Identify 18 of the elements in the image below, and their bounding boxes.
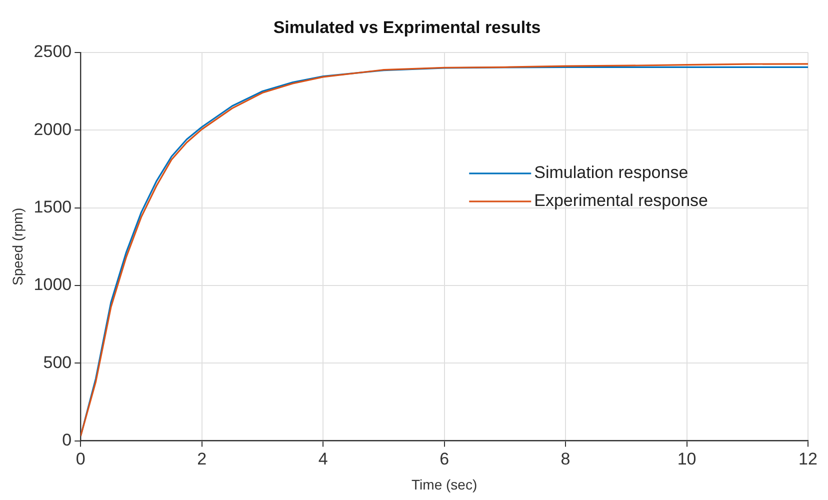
x-tick-label: 8 (560, 450, 570, 469)
chart-title: Simulated vs Exprimental results (273, 18, 541, 37)
y-tick-label: 2500 (34, 42, 72, 62)
x-tick-label: 2 (197, 450, 207, 469)
y-tick-label: 0 (62, 430, 72, 450)
legend-label: Simulation response (534, 163, 688, 182)
x-tick-label: 0 (76, 450, 86, 469)
y-axis-title: Speed (rpm) (9, 208, 26, 286)
x-axis-title: Time (sec) (412, 476, 478, 492)
x-tick-label: 6 (440, 450, 450, 469)
legend-label: Experimental response (534, 191, 708, 210)
x-tick-label: 12 (798, 450, 818, 469)
x-tick-label: 4 (318, 450, 328, 469)
y-tick-label: 1500 (34, 197, 72, 216)
x-tick-label: 10 (677, 450, 696, 469)
y-tick-label: 500 (43, 352, 72, 372)
y-tick-label: 2000 (34, 120, 72, 139)
y-tick-label: 1000 (34, 275, 72, 294)
